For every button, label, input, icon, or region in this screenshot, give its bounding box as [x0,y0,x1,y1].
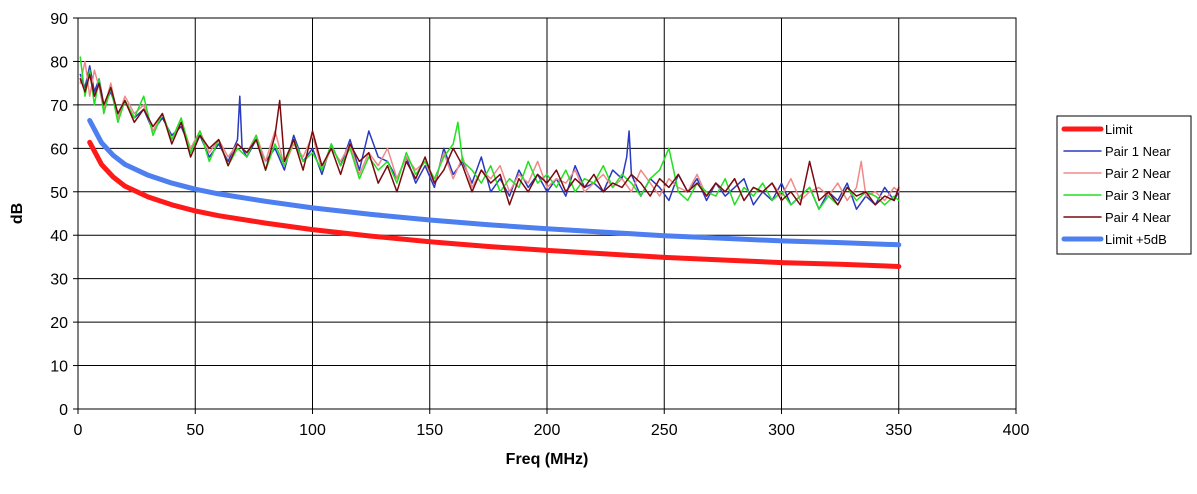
y-tick-label: 70 [50,98,68,115]
series-line-pair-3-near [79,56,900,210]
x-tick-label: 350 [885,422,912,439]
y-tick-label: 80 [50,54,68,71]
legend-label: Pair 2 Near [1105,166,1171,181]
legend-item: Pair 3 Near [1063,188,1171,203]
legend-label: Pair 4 Near [1105,210,1171,225]
axis-ticks: 0 50 100 150 200 250 300 350 400 0 10 20 30 40 50 60 70 8… [50,11,1029,439]
x-axis-title: Freq (MHz) [506,451,589,468]
y-tick-label: 50 [50,185,68,202]
legend-label: Pair 1 Near [1105,144,1171,159]
plot-area [79,56,902,269]
legend-item: Pair 1 Near [1063,144,1171,159]
y-tick-label: 60 [50,141,68,158]
y-tick-label: 20 [50,315,68,332]
x-tick-label: 200 [534,422,561,439]
series-line-limit-5db [87,118,902,248]
legend-item: Limit +5dB [1061,232,1167,247]
legend-item: Pair 4 Near [1063,210,1171,225]
x-tick-label: 250 [651,422,678,439]
y-tick-label: 30 [50,272,68,289]
y-tick-label: 0 [59,402,68,419]
legend-item: Limit [1061,122,1133,137]
legend-label: Limit [1105,122,1133,137]
grid [78,18,1016,409]
legend: Limit Pair 1 Near Pair 2 Near Pair 3 Near Pa… [1056,115,1192,255]
x-tick-label: 100 [299,422,326,439]
legend-label: Pair 3 Near [1105,188,1171,203]
x-tick-label: 400 [1003,422,1030,439]
legend-box [1056,115,1192,255]
x-tick-label: 150 [416,422,443,439]
x-tick-label: 50 [186,422,204,439]
y-tick-label: 40 [50,228,68,245]
y-axis-title: dB [9,203,26,224]
x-tick-label: 300 [768,422,795,439]
legend-item: Pair 2 Near [1063,166,1171,181]
series-line-pair-4-near [79,73,900,206]
series-line-limit [87,139,902,269]
y-tick-label: 90 [50,11,68,28]
legend-label: Limit +5dB [1105,232,1167,247]
y-tick-label: 10 [50,359,68,376]
x-tick-label: 0 [74,422,83,439]
